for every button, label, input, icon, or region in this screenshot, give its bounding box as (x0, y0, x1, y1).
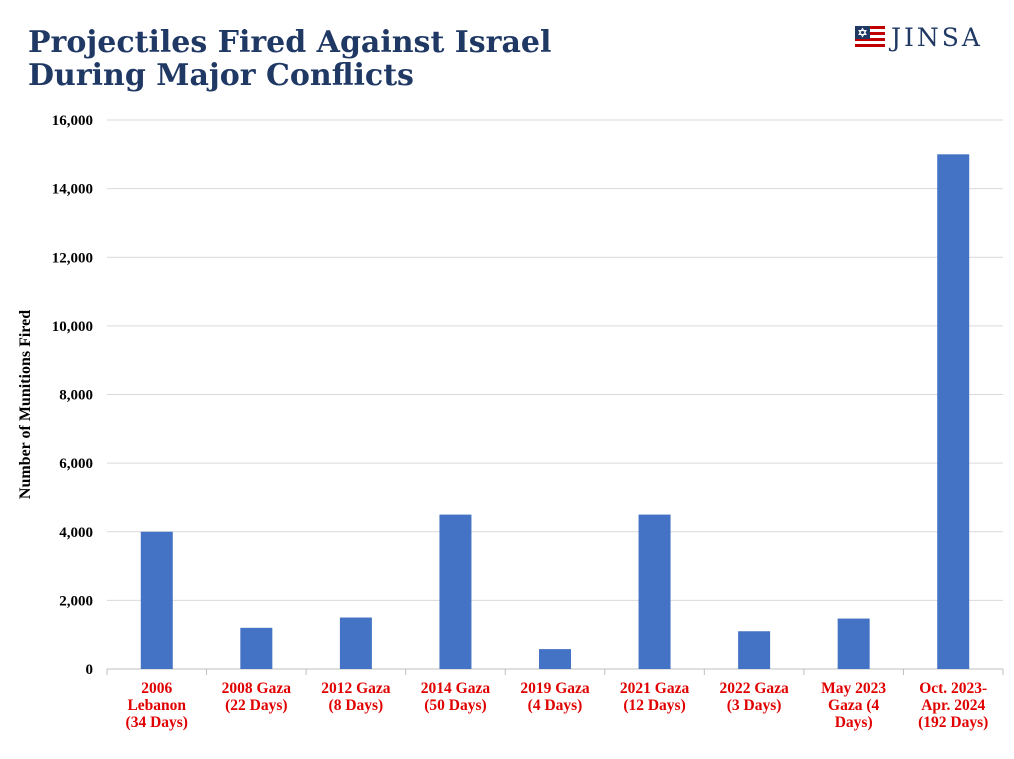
x-tick-label-line: 2022 Gaza (719, 680, 789, 697)
x-tick-label-line: (4 Days) (528, 697, 583, 714)
y-tick-label: 4,000 (59, 525, 93, 541)
y-tick-label: 8,000 (59, 388, 93, 404)
x-tick-label: 2014 Gaza (50 Days) (421, 680, 491, 714)
x-tick-label-line: Days) (835, 714, 873, 731)
x-tick-label-line: (3 Days) (727, 697, 782, 714)
x-tick-label-line: (8 Days) (329, 697, 384, 714)
bar (937, 154, 970, 669)
x-tick-label-line: 2006 (141, 680, 172, 697)
bar (439, 514, 472, 669)
chart-title: Projectiles Fired Against Israel During … (28, 26, 551, 92)
x-tick-label-line: (12 Days) (623, 697, 685, 714)
chart-title-line-2: During Major Conflicts (28, 58, 414, 93)
y-tick-label: 0 (86, 662, 94, 678)
jinsa-logo: JINSA (855, 22, 983, 52)
bar (339, 617, 372, 669)
bar (240, 627, 273, 669)
flag-star-of-david-icon (855, 26, 885, 48)
x-tick-label-line: Gaza (4 (828, 697, 879, 714)
bar (638, 514, 671, 669)
bar (140, 531, 173, 669)
x-tick-label: 2021 Gaza (12 Days) (620, 680, 690, 714)
x-tick-label: 2006 Lebanon (34 Days) (126, 680, 188, 731)
bar (539, 649, 571, 669)
x-tick-label-line: 2019 Gaza (520, 680, 590, 697)
y-tick-label: 10,000 (52, 319, 93, 335)
x-tick-label-line: 2021 Gaza (620, 680, 690, 697)
x-tick-label-line: (22 Days) (225, 697, 287, 714)
x-tick-label-line: 2014 Gaza (421, 680, 491, 697)
x-tick-label-line: Oct. 2023- (919, 680, 987, 697)
bar (738, 631, 771, 669)
y-tick-label: 12,000 (52, 250, 93, 266)
x-tick-label-line: May 2023 (821, 680, 886, 697)
x-tick-label: 2019 Gaza (4 Days) (520, 680, 590, 714)
x-tick-label-line: Lebanon (127, 697, 186, 714)
x-tick-label-line: (34 Days) (126, 714, 188, 731)
bar (837, 618, 870, 669)
x-tick-label: Oct. 2023-Apr. 2024 (192 Days) (918, 680, 988, 731)
y-axis-label: Number of Munitions Fired (17, 310, 34, 499)
x-tick-label: 2012 Gaza (8 Days) (321, 680, 391, 714)
x-tick-label-line: (192 Days) (918, 714, 988, 731)
x-tick-label-line: 2008 Gaza (222, 680, 292, 697)
x-tick-label: 2008 Gaza (22 Days) (222, 680, 292, 714)
chart-title-line-1: Projectiles Fired Against Israel (28, 25, 552, 60)
y-tick-label: 6,000 (59, 456, 93, 472)
y-tick-label: 16,000 (52, 113, 93, 129)
x-tick-label: May 2023 Gaza (4 Days) (821, 680, 886, 731)
x-tick-label: 2022 Gaza (3 Days) (719, 680, 789, 714)
y-tick-label: 2,000 (59, 593, 93, 609)
x-tick-label-line: (50 Days) (424, 697, 486, 714)
x-tick-label-line: 2012 Gaza (321, 680, 391, 697)
x-tick-label-line: Apr. 2024 (921, 697, 985, 714)
logo-text: JINSA (891, 22, 983, 52)
y-tick-label: 14,000 (52, 182, 93, 198)
